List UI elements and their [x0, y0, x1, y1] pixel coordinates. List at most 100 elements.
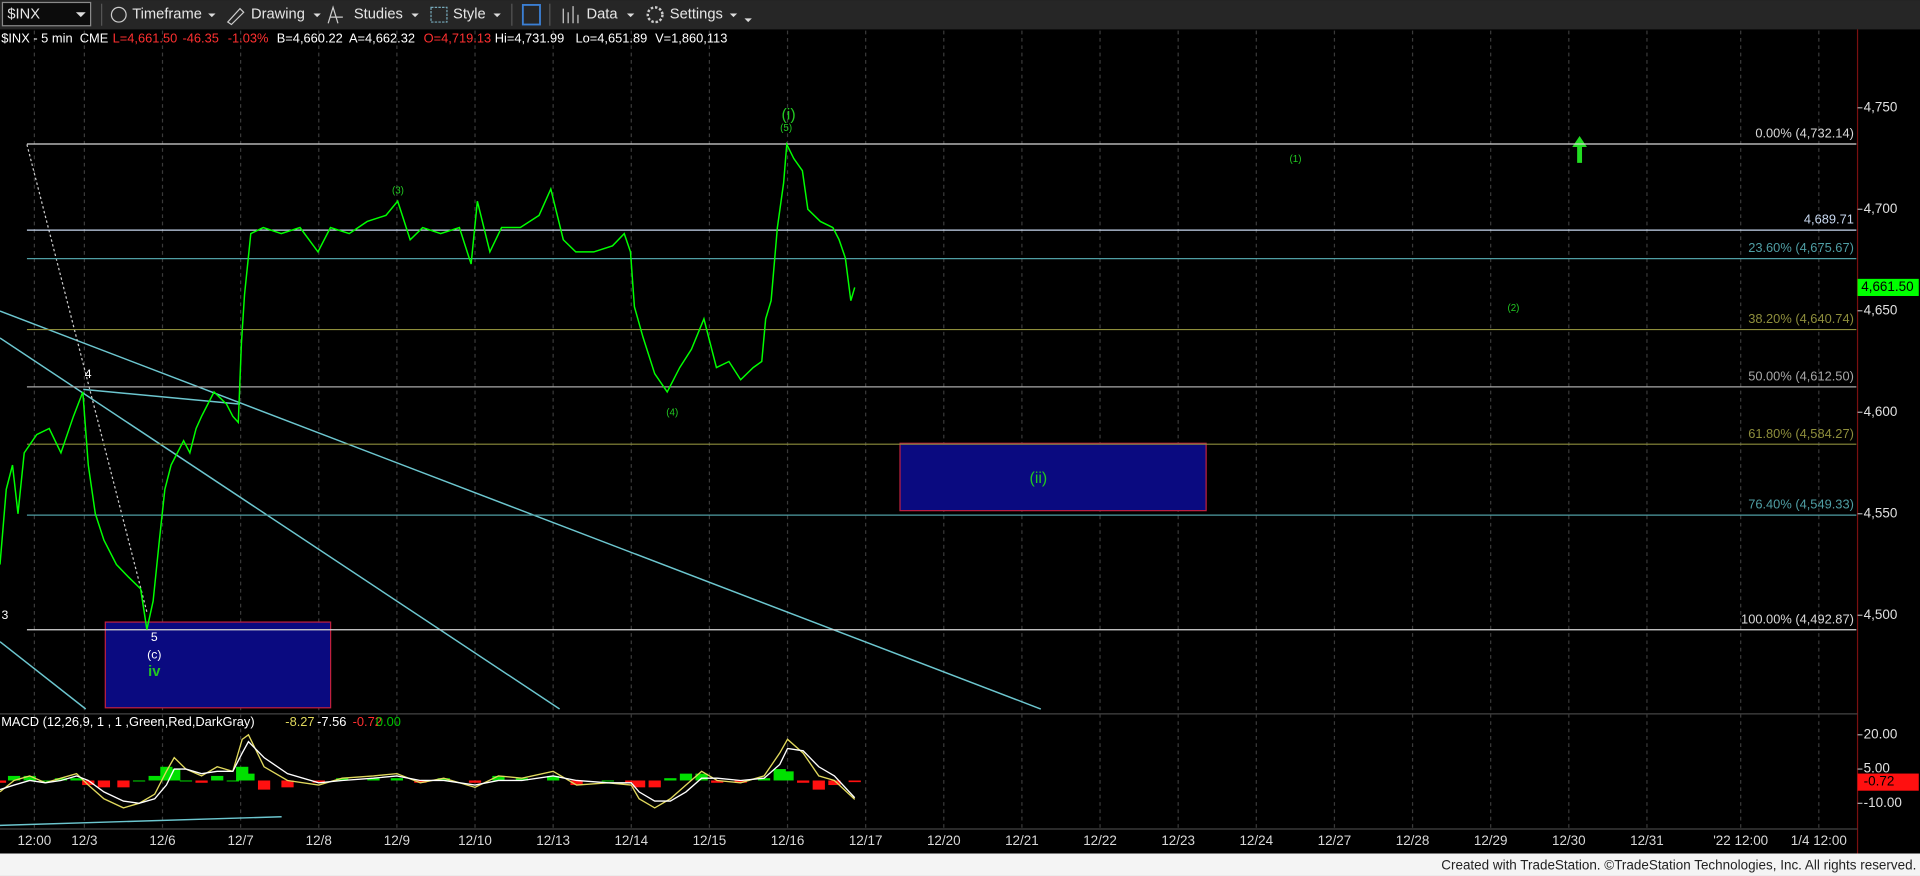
histogram-bar [515, 778, 529, 781]
histogram-bar [132, 780, 146, 782]
histogram-bar [648, 780, 661, 788]
histogram-bar [97, 780, 111, 788]
histogram-bar [148, 775, 161, 781]
histogram-bar [625, 780, 638, 783]
header-item: B=4,660.22 [277, 31, 343, 46]
histogram-bar [828, 780, 841, 786]
histogram-bar [257, 780, 271, 790]
histogram-bar [664, 778, 677, 781]
x-tick-label: 12/6 [149, 833, 175, 848]
macd-readout: 0.00 [376, 714, 401, 729]
x-tick-label: '22 12:00 [1713, 833, 1768, 848]
toolbar [0, 0, 1920, 30]
y-tick-label: 4,650 [1864, 302, 1898, 317]
x-tick-label: 12/20 [927, 833, 961, 848]
toolbar-button[interactable]: Drawing [251, 7, 305, 23]
y-tick-label: 4,600 [1864, 404, 1898, 419]
histogram-bar [312, 780, 325, 783]
histogram-bar [734, 780, 747, 783]
dropdown-arrow[interactable] [208, 13, 216, 18]
histogram-bar [211, 775, 224, 781]
level-label: 50.00% (4,612.50) [1748, 368, 1854, 383]
y-tick-label: -10.00 [1864, 795, 1902, 810]
level-label: 23.60% (4,675.67) [1748, 240, 1854, 255]
x-tick-label: 12/28 [1396, 833, 1430, 848]
level-label: 100.00% (4,492.87) [1741, 611, 1854, 626]
histogram-bar [195, 780, 208, 783]
trend-line [0, 337, 560, 710]
level-label: 76.40% (4,549.33) [1748, 497, 1854, 512]
x-tick-label: 12/9 [384, 833, 410, 848]
dropdown-arrow[interactable] [493, 13, 501, 18]
toolbar-button[interactable]: Settings [670, 7, 723, 23]
x-tick-label: 12/3 [71, 833, 97, 848]
histogram-bar [23, 775, 36, 781]
toolbar-button[interactable]: Style [453, 7, 486, 23]
symbol-text[interactable]: $INX [7, 7, 40, 23]
wave-label: (ii) [1030, 470, 1048, 487]
header-item: Hi=4,731.99 [495, 31, 565, 46]
histogram-bar [7, 775, 21, 781]
dropdown-arrow[interactable] [744, 18, 752, 23]
layout-icon[interactable] [521, 4, 541, 26]
studies-icon [327, 5, 343, 24]
level-label: 61.80% (4,584.27) [1748, 426, 1854, 441]
wave-label: (4) [666, 407, 678, 418]
x-tick-label: 1/4 12:00 [1791, 833, 1847, 848]
histogram-bar [226, 780, 239, 782]
levels: 0.00% (4,732.14) 4,689.71 23.60% (4,675.67… [26, 126, 1857, 631]
histogram-bar [781, 771, 794, 781]
macd-readout: -7.56 [317, 714, 346, 729]
macd-line [0, 740, 856, 805]
data-icon [562, 6, 579, 24]
histogram-bar [367, 778, 380, 781]
x-tick-label: 12/30 [1552, 833, 1586, 848]
wave-label: (1) [1290, 154, 1302, 165]
wave-label: (i) [782, 106, 796, 123]
timeframe-icon [110, 6, 127, 23]
wave-label: (3) [392, 186, 404, 197]
dropdown-arrow[interactable] [411, 13, 419, 18]
histogram-bar [679, 773, 693, 781]
histogram-bar [82, 780, 95, 786]
wave-label: (5) [780, 123, 792, 134]
histogram-bar [242, 773, 255, 781]
wave-label: (2) [1507, 303, 1519, 314]
histogram-bar [757, 778, 771, 781]
header-item: O=4,719.13 [424, 31, 492, 46]
histogram-bar [390, 778, 404, 781]
y-tick-label: 20.00 [1864, 726, 1898, 741]
toolbar-button[interactable]: Timeframe [132, 7, 202, 23]
wave-label: 4 [85, 367, 92, 381]
histogram-bar [848, 780, 861, 783]
dropdown-arrow[interactable] [313, 13, 321, 18]
last-value-tag [1857, 773, 1919, 791]
header-item: A=4,662.32 [349, 31, 415, 46]
histogram-bar [773, 769, 786, 781]
x-tick-label: 12/10 [458, 833, 492, 848]
macd-readout: -0.72 [353, 714, 382, 729]
retrace-line [26, 144, 148, 613]
histogram-bar [812, 780, 825, 790]
plot: 4,661.50 -10.00 5.00 20.00 -0.72 [0, 141, 1919, 810]
trend-line [0, 310, 1042, 710]
dropdown-arrow[interactable] [75, 12, 86, 18]
toolbar-button[interactable]: Data [587, 7, 619, 23]
y-tick-label: 5.00 [1864, 761, 1890, 776]
toolbar-button[interactable]: Studies [354, 7, 403, 23]
dropdown-arrow[interactable] [729, 13, 738, 18]
x-tick-label: 12/23 [1161, 833, 1195, 848]
header-item: L=4,661.50 [113, 31, 178, 46]
x-tick-label: 12/24 [1239, 833, 1273, 848]
histogram-bar [437, 778, 450, 781]
x-tick-label: 12/15 [693, 833, 727, 848]
wave-label: 3 [1, 608, 8, 622]
x-tick-label: 12/21 [1005, 833, 1039, 848]
drawing-icon [226, 7, 245, 26]
macd-line [0, 733, 856, 809]
dropdown-arrow[interactable] [626, 13, 635, 18]
histogram-bar [179, 780, 193, 782]
symbol-input[interactable] [1, 1, 92, 27]
